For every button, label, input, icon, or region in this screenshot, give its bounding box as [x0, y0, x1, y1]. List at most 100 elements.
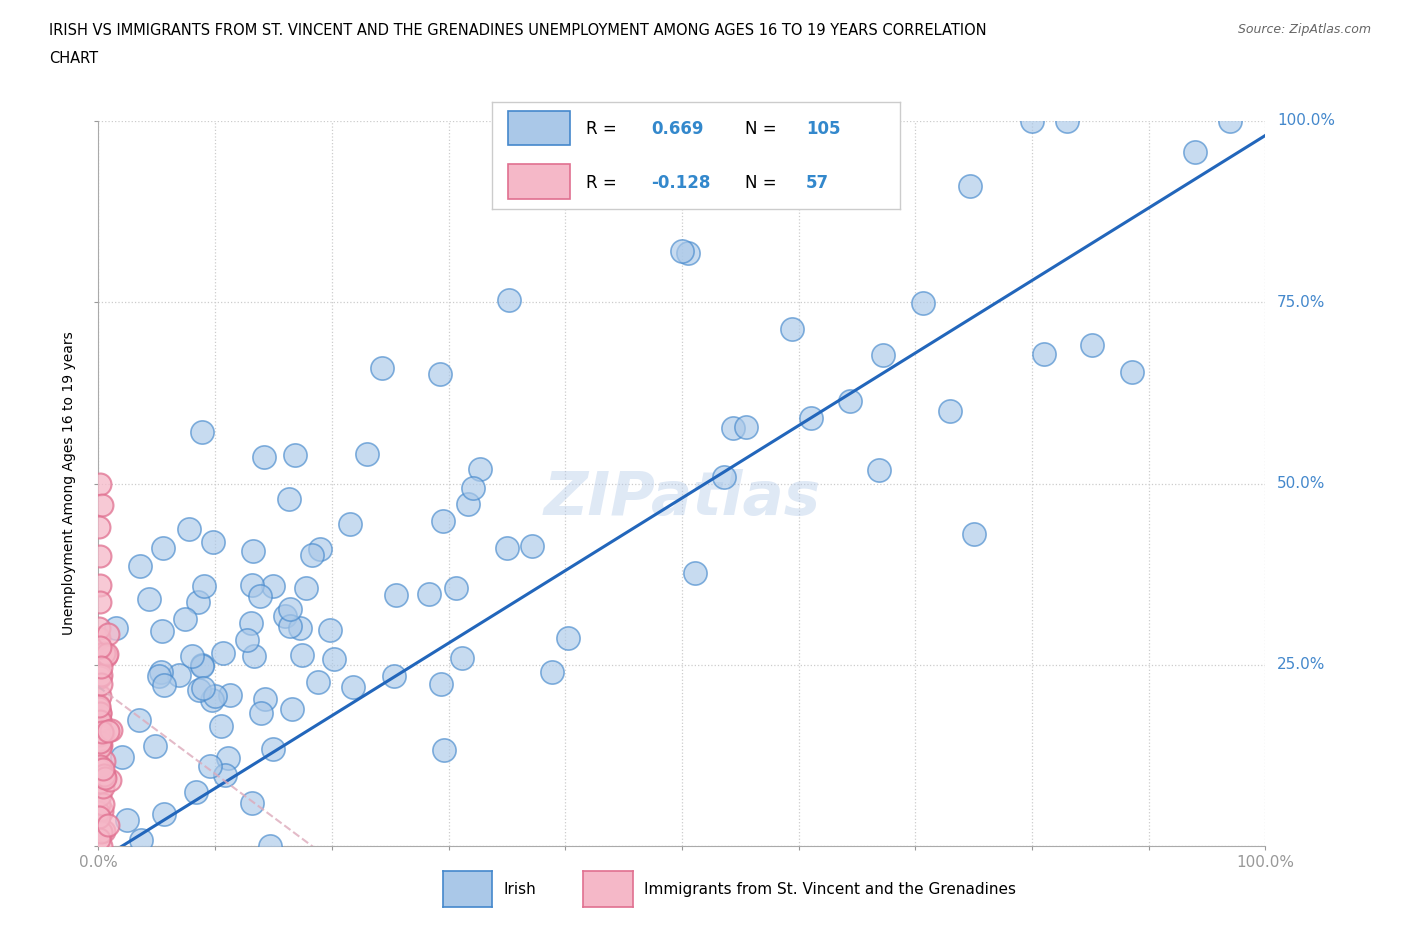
Point [193, 578, 215, 593]
Point [281, 701, 304, 716]
Point [89, 831, 111, 846]
Point [385, 588, 408, 603]
Point [93, 779, 115, 794]
Point [290, 620, 312, 635]
Point [451, 651, 474, 666]
Point [93, 726, 115, 741]
Point [150, 624, 173, 639]
Point [89, 713, 111, 728]
Point [93, 753, 115, 768]
Point [1080, 338, 1102, 352]
Bar [509, 111, 569, 145]
Text: 75.0%: 75.0% [1277, 295, 1326, 310]
Point [249, 706, 271, 721]
Text: N =: N = [745, 174, 782, 192]
Point [90, 839, 112, 854]
Point [177, 522, 200, 537]
Point [872, 348, 894, 363]
Point [89, 698, 111, 713]
Point [1219, 113, 1241, 128]
Point [148, 669, 170, 684]
Text: 105: 105 [806, 120, 841, 138]
Point [295, 580, 318, 595]
Point [868, 462, 890, 477]
Point [1184, 144, 1206, 159]
Point [97, 627, 120, 642]
Point [218, 687, 240, 702]
Point [89, 737, 111, 752]
Point [93, 769, 115, 784]
Point [356, 447, 378, 462]
Point [307, 674, 329, 689]
Text: CHART: CHART [49, 51, 98, 66]
Point [1032, 347, 1054, 362]
Point [461, 481, 484, 496]
Point [1021, 113, 1043, 128]
Point [278, 602, 301, 617]
Point [96, 646, 118, 661]
Point [180, 649, 202, 664]
Point [94, 770, 117, 785]
Point [432, 513, 454, 528]
Point [87, 804, 110, 819]
Point [91, 498, 114, 512]
Point [100, 723, 122, 737]
Point [173, 612, 195, 627]
Point [89, 688, 111, 703]
Text: R =: R = [586, 174, 621, 192]
Point [1056, 113, 1078, 128]
Point [184, 785, 207, 800]
Point [242, 544, 264, 559]
Point [430, 677, 453, 692]
Point [87, 708, 110, 723]
Point [105, 620, 128, 635]
Point [90, 824, 112, 839]
Point [89, 796, 111, 811]
Point [87, 620, 110, 635]
Point [89, 549, 111, 564]
Point [249, 589, 271, 604]
Point [253, 450, 276, 465]
Point [143, 738, 166, 753]
Text: ZIPatlas: ZIPatlas [543, 469, 821, 527]
Point [498, 293, 520, 308]
Point [371, 361, 394, 376]
Point [240, 578, 263, 592]
Point [89, 788, 111, 803]
Point [91, 724, 114, 739]
Point [838, 393, 860, 408]
Point [676, 246, 699, 260]
Text: Immigrants from St. Vincent and the Grenadines: Immigrants from St. Vincent and the Gren… [644, 882, 1017, 897]
Text: 57: 57 [806, 174, 830, 192]
Point [322, 652, 344, 667]
Point [962, 527, 984, 542]
Point [89, 706, 111, 721]
Point [800, 410, 823, 425]
Point [138, 592, 160, 607]
Point [557, 631, 579, 645]
Point [202, 534, 225, 549]
Text: IRISH VS IMMIGRANTS FROM ST. VINCENT AND THE GRENADINES UNEMPLOYMENT AMONG AGES : IRISH VS IMMIGRANTS FROM ST. VINCENT AND… [49, 23, 987, 38]
Point [382, 669, 405, 684]
Point [457, 497, 479, 512]
Point [671, 244, 693, 259]
Text: N =: N = [745, 120, 782, 138]
Point [152, 806, 174, 821]
Point [204, 688, 226, 703]
Point [97, 724, 120, 738]
Point [89, 758, 111, 773]
Bar [509, 165, 569, 199]
Point [240, 795, 263, 810]
Point [939, 404, 962, 418]
Point [89, 640, 111, 655]
Point [91, 796, 114, 811]
Point [152, 540, 174, 555]
Point [89, 735, 111, 750]
Point [87, 810, 110, 825]
Text: 25.0%: 25.0% [1277, 658, 1326, 672]
Point [212, 646, 235, 661]
Point [214, 768, 236, 783]
Point [128, 712, 150, 727]
Text: R =: R = [586, 120, 621, 138]
Point [278, 618, 301, 633]
